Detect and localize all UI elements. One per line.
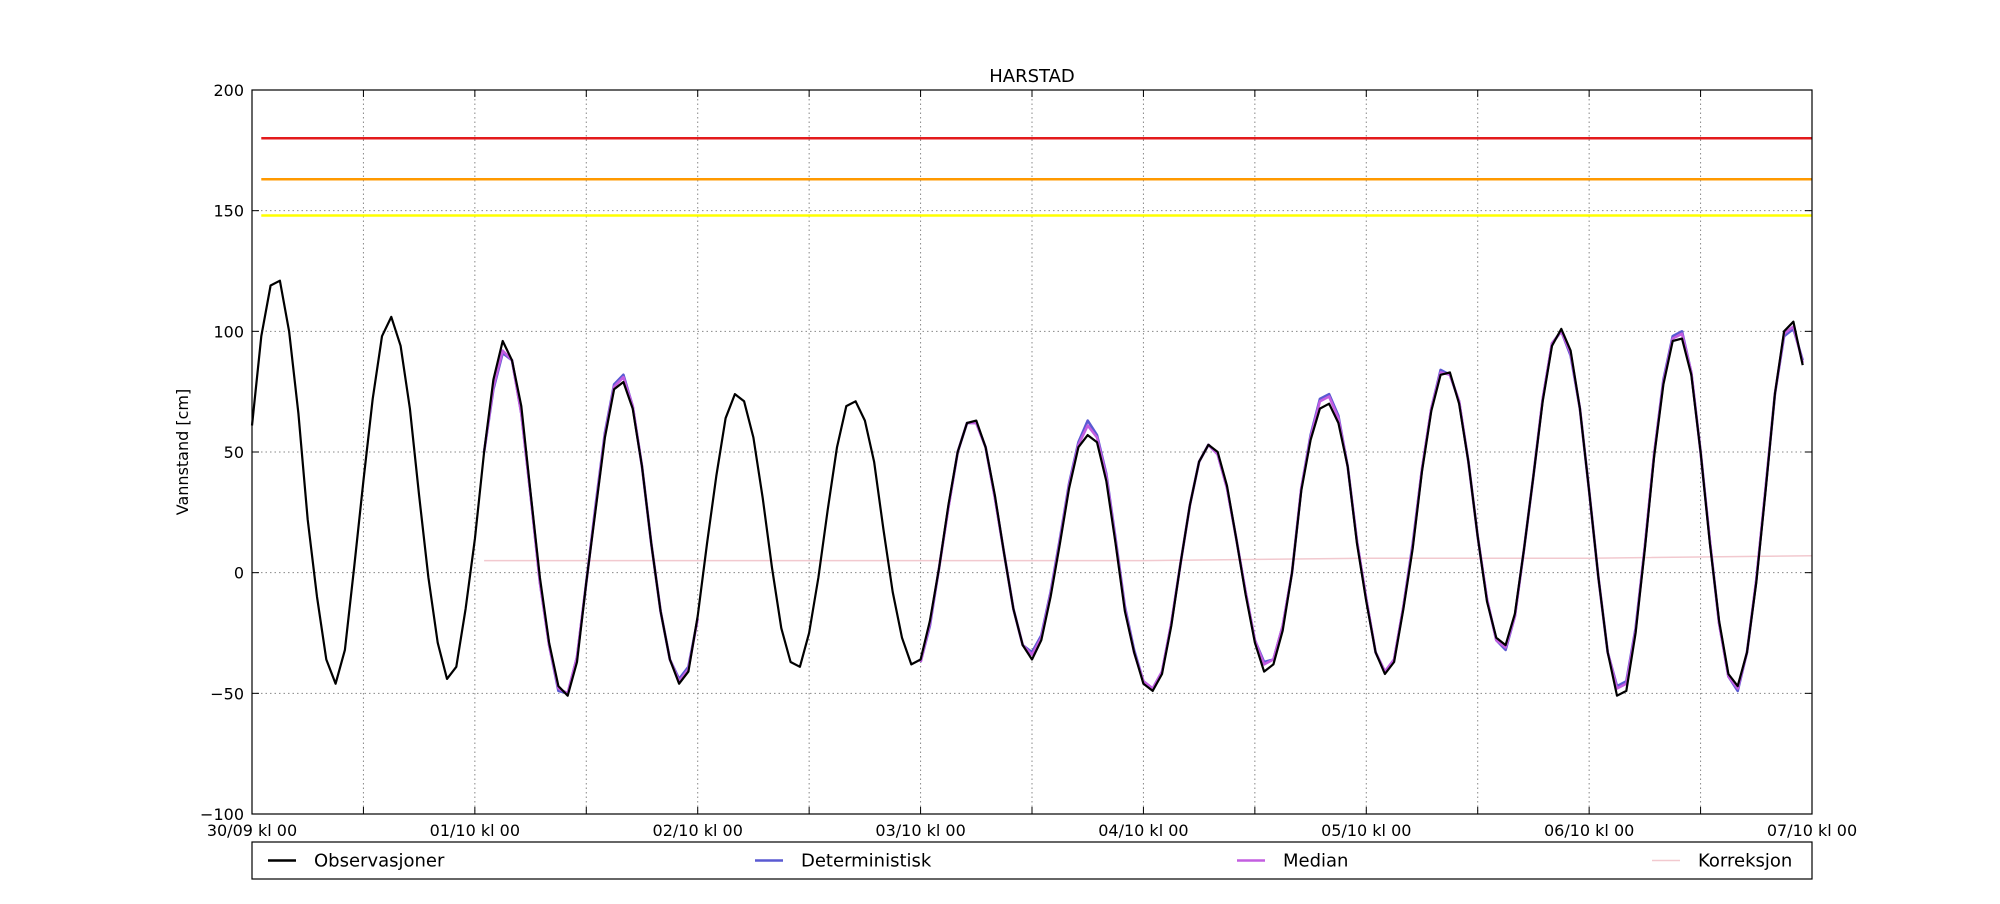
x-tick-label: 30/09 kl 00 <box>207 821 297 840</box>
legend: Observasjoner Deterministisk Median Korreks… <box>251 841 1813 880</box>
legend-label: Median <box>1283 851 1348 872</box>
y-tick-label: 200 <box>213 81 244 100</box>
series-line-observasjoner <box>250 279 1804 697</box>
series-line-korreksjon <box>484 555 1813 562</box>
y-tick-label: −50 <box>210 684 244 703</box>
x-tick-label: 06/10 kl 00 <box>1544 821 1634 840</box>
legend-label: Korreksjon <box>1698 851 1792 872</box>
y-axis-label: Vannstand [cm] <box>173 389 192 515</box>
legend-label: Observasjoner <box>314 851 445 872</box>
x-tick-label: 04/10 kl 00 <box>1098 821 1188 840</box>
series-lines <box>250 279 1813 697</box>
threshold-lines <box>261 137 1812 217</box>
y-tick-label: 100 <box>213 322 244 341</box>
grid-lines <box>252 90 1812 814</box>
x-tick-label: 02/10 kl 00 <box>653 821 743 840</box>
x-tick-label: 03/10 kl 00 <box>875 821 965 840</box>
legend-box <box>251 841 1813 880</box>
y-tick-label: 150 <box>213 202 244 221</box>
legend-label: Deterministisk <box>801 851 932 872</box>
y-tick-label: −100 <box>200 805 244 824</box>
axis-ticks: −100 −50 0 50 100 150 200 30/09 kl 00 01/10 kl 0… <box>200 81 1857 840</box>
x-tick-label: 05/10 kl 00 <box>1321 821 1411 840</box>
x-tick-label: 07/10 kl 00 <box>1767 821 1857 840</box>
chart-title: HARSTAD <box>989 66 1075 87</box>
y-tick-label: 50 <box>224 443 244 462</box>
y-tick-label: 0 <box>234 564 244 583</box>
x-tick-label: 01/10 kl 00 <box>430 821 520 840</box>
